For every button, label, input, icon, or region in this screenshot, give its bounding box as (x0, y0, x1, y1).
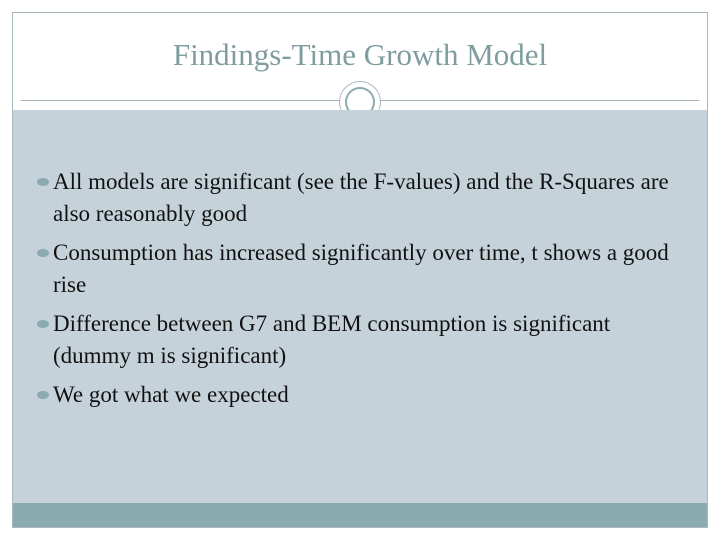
bullet-list: All models are significant (see the F-va… (35, 166, 675, 418)
bullet: Difference between G7 and BEM consumptio… (35, 308, 675, 372)
slide-title: Findings-Time Growth Model (172, 37, 548, 72)
footer-bar (13, 503, 707, 527)
bullet: All models are significant (see the F-va… (35, 166, 675, 230)
bullet: We got what we expected (35, 379, 675, 411)
slide: Findings-Time Growth Model All models ar… (12, 12, 708, 528)
bullet: Consumption has increased significantly … (35, 237, 675, 301)
content-area: All models are significant (see the F-va… (13, 110, 707, 503)
